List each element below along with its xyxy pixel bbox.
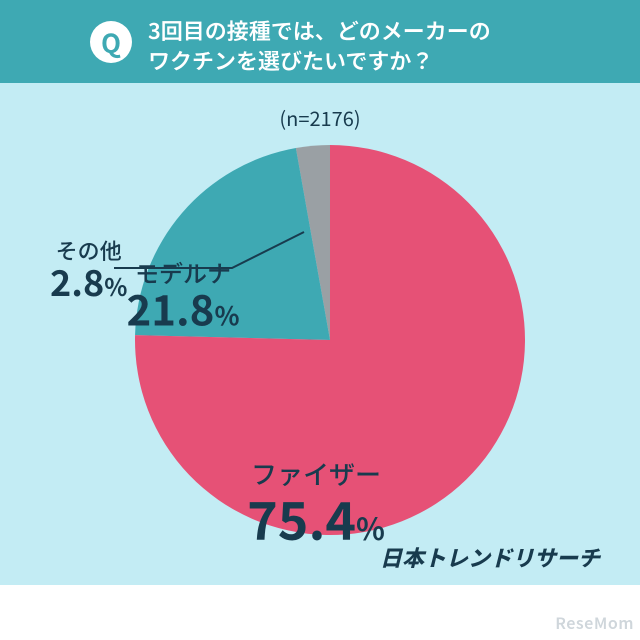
- question-header: Q 3回目の接種では、どのメーカーの ワクチンを選びたいですか？: [0, 0, 640, 83]
- slice-label-pfizer: ファイザー 75.4%: [247, 460, 385, 546]
- slice-pct: %: [214, 297, 239, 334]
- callout-pct: %: [104, 268, 127, 303]
- slice-label-moderna: モデルナ 21.8%: [126, 260, 239, 333]
- footer-brand: 日本トレンドリサーチ: [380, 541, 600, 573]
- chart-body: (n=2176) その他 2.8% モデルナ 21.8% ファイザー 75.4%…: [0, 83, 640, 585]
- q-badge-text: Q: [101, 24, 121, 61]
- sample-size: (n=2176): [279, 103, 360, 132]
- slice-value: 21.8: [126, 278, 214, 339]
- question-line1: 3回目の接種では、どのメーカーの: [148, 14, 491, 46]
- question-text: 3回目の接種では、どのメーカーの ワクチンを選びたいですか？: [148, 16, 491, 75]
- panel: Q 3回目の接種では、どのメーカーの ワクチンを選びたいですか？ (n=2176…: [0, 0, 640, 585]
- slice-value: 75.4: [247, 480, 356, 555]
- callout-label-other: その他 2.8%: [50, 238, 127, 302]
- q-badge: Q: [90, 21, 132, 63]
- question-line2: ワクチンを選びたいですか？: [148, 44, 433, 76]
- watermark: ReseMom: [555, 610, 634, 634]
- callout-value: 2.8: [50, 255, 104, 307]
